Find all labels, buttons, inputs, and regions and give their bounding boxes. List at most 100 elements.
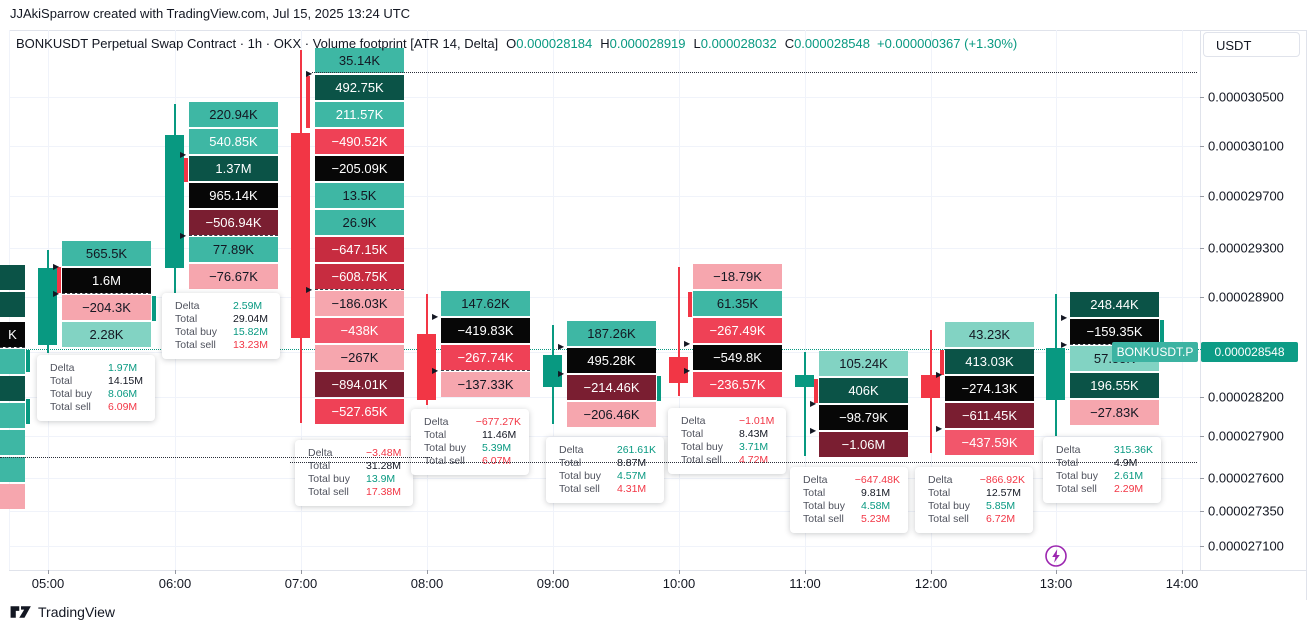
footprint-cell: −205.09K <box>315 156 404 181</box>
value-area-marker-icon: ▶ <box>53 289 60 298</box>
time-axis-tick <box>175 570 176 574</box>
stats-row: Total sell 6.09M <box>50 401 147 414</box>
grid-line-horizontal <box>9 97 1200 98</box>
delta-stats-card: Delta 2.59M Total 29.04M Total buy 15.82M Tota… <box>162 293 280 359</box>
stats-value: 6.07M <box>482 455 512 467</box>
price-axis-label: 0.000027350 <box>1208 503 1284 519</box>
price-axis-label: 0.000027600 <box>1208 470 1284 486</box>
value-area-border <box>693 370 782 371</box>
value-area-border <box>0 290 25 291</box>
price-axis-tick <box>1200 248 1204 249</box>
footprint-cell <box>0 403 25 428</box>
imbalance-marker <box>57 267 61 293</box>
value-area-border <box>62 266 151 267</box>
stats-label: Total <box>928 487 951 499</box>
delta-stats-card: Delta 261.61K Total 8.87M Total buy 4.57M Tota… <box>546 437 664 503</box>
imbalance-marker <box>152 296 156 321</box>
ohlc-pair: L0.000028032 <box>693 36 777 51</box>
footprint-cell: 1.6M <box>62 268 151 293</box>
time-axis-label: 12:00 <box>914 576 948 591</box>
footprint-cell: 196.55K <box>1070 373 1159 398</box>
stats-row: Total buy 3.71M <box>681 441 778 454</box>
price-axis-tick <box>1200 397 1204 398</box>
stats-label: Total sell <box>803 513 844 525</box>
footprint-cell <box>0 265 25 290</box>
stats-label: Total <box>424 429 447 441</box>
stats-value: −677.27K <box>475 416 521 428</box>
grid-line-horizontal <box>9 436 1200 437</box>
time-axis-tick <box>1182 570 1183 574</box>
time-axis-tick <box>1056 570 1057 574</box>
stats-row: Total buy 4.57M <box>559 470 656 483</box>
stats-value: 315.36K <box>1113 444 1153 456</box>
imbalance-marker <box>1160 320 1164 345</box>
stats-row: Delta −647.48K <box>803 474 900 487</box>
price-axis-tick <box>1200 436 1204 437</box>
value-area-marker-icon: ▶ <box>558 342 565 351</box>
stats-label: Delta <box>803 474 828 486</box>
stats-value: 11.46M <box>482 429 517 441</box>
time-axis-tick <box>48 570 49 574</box>
stats-value: 8.06M <box>108 388 138 400</box>
tradingview-logo[interactable]: TradingView <box>10 604 115 620</box>
value-area-border <box>441 316 530 317</box>
grid-line-vertical <box>553 30 554 570</box>
footprint-cell: K <box>0 322 25 347</box>
stats-value: −647.48K <box>854 474 900 486</box>
price-axis-tick <box>1200 546 1204 547</box>
stats-row: Delta −1.01M <box>681 415 778 428</box>
footprint-cell <box>0 376 25 401</box>
price-axis-separator <box>1200 30 1201 570</box>
stats-label: Total <box>681 428 704 440</box>
price-axis-tick <box>1200 146 1204 147</box>
footprint-cell <box>0 292 25 317</box>
grid-line-vertical <box>931 30 932 570</box>
footprint-cell: −894.01K <box>315 372 404 397</box>
time-axis-tick <box>301 570 302 574</box>
chart-legend[interactable]: BONKUSDT Perpetual Swap Contract · 1h · … <box>16 31 1017 57</box>
stats-value: −866.92K <box>979 474 1025 486</box>
grid-line-horizontal <box>9 297 1200 298</box>
stats-label: Total sell <box>308 486 349 498</box>
stats-row: Total buy 5.85M <box>928 500 1025 513</box>
time-axis-separator <box>9 570 1306 571</box>
footprint-cell: 2.28K <box>62 322 151 347</box>
candle-body <box>165 135 184 268</box>
stats-label: Total buy <box>803 500 846 512</box>
time-axis-label: 08:00 <box>410 576 444 591</box>
time-axis-label: 10:00 <box>662 576 696 591</box>
value-area-border <box>945 428 1034 429</box>
value-area-border <box>693 343 782 344</box>
footprint-cell: −204.3K <box>62 295 151 320</box>
stats-value: 5.85M <box>986 500 1016 512</box>
delta-stats-card: Delta −1.01M Total 8.43M Total buy 3.71M Total… <box>668 408 786 474</box>
time-axis-tick <box>931 570 932 574</box>
footprint-cell: −98.79K <box>819 405 908 430</box>
stats-value: −3.48M <box>366 447 402 459</box>
stats-row: Total buy 15.82M <box>175 326 272 339</box>
footprint-cell: −76.67K <box>189 264 278 289</box>
stats-value: 8.43M <box>739 428 769 440</box>
stats-value: 6.72M <box>986 513 1016 525</box>
time-axis-label: 13:00 <box>1039 576 1073 591</box>
grid-line-vertical <box>1182 30 1183 570</box>
footprint-cell: −267.74K <box>441 345 530 370</box>
imbalance-marker <box>306 76 310 128</box>
footprint-cell: 965.14K <box>189 183 278 208</box>
value-area-border <box>189 154 278 155</box>
stats-label: Total buy <box>175 326 218 338</box>
price-axis-label: 0.000029700 <box>1208 188 1284 204</box>
stats-value: 4.31M <box>617 483 647 495</box>
symbol-title[interactable]: BONKUSDT Perpetual Swap Contract · 1h · … <box>16 36 499 51</box>
value-area-marker-icon: ▶ <box>810 426 817 435</box>
time-axis-tick <box>679 570 680 574</box>
stats-row: Delta 261.61K <box>559 444 656 457</box>
stats-label: Delta <box>928 474 953 486</box>
footprint-cell: 495.28K <box>567 348 656 373</box>
currency-toggle-button[interactable]: USDT <box>1203 32 1300 57</box>
footprint-cell: −27.83K <box>1070 400 1159 425</box>
flash-lightning-icon[interactable] <box>1044 544 1068 573</box>
stats-row: Total sell 17.38M <box>308 486 405 499</box>
stats-value: 8.87M <box>617 457 647 469</box>
